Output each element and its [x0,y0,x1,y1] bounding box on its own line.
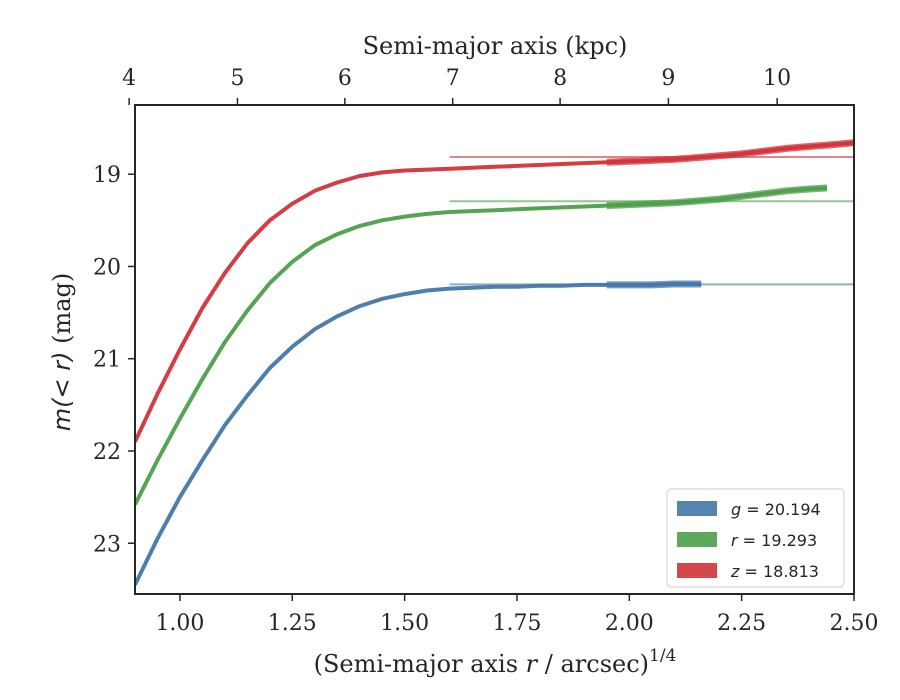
legend-label-r: r = 19.293 [731,531,817,550]
bottom-x-axis: 1.00 1.25 1.50 1.75 2.00 2.25 2.50 [155,594,878,636]
x-tick-label: 1.50 [380,611,429,636]
x-tick-label: 2.00 [605,611,654,636]
top-tick-label: 5 [230,66,244,91]
y-tick-label: 21 [93,348,121,373]
x-axis-title: (Semi-major axis r / arcsec)1/4 [314,646,677,678]
top-x-axis: 4 5 6 7 8 9 10 [122,66,791,105]
top-tick-label: 4 [122,66,136,91]
legend-swatch-r [677,532,717,547]
top-tick-label: 7 [446,66,460,91]
y-tick-label: 19 [93,163,121,188]
left-y-axis: 19 20 21 22 23 [93,163,135,557]
x-tick-label: 2.50 [830,611,879,636]
series-g-line [135,284,701,585]
series-r-band [607,188,827,206]
series-g-band [607,284,701,285]
series-z-line [135,143,854,442]
top-tick-label: 10 [763,66,791,91]
legend-label-g: g = 20.194 [731,500,821,519]
series-z-band [607,143,854,162]
legend-swatch-g [677,501,717,516]
y-tick-label: 20 [93,255,121,280]
top-tick-label: 6 [338,66,352,91]
y-axis-title: m(< r) (mag) [48,273,76,432]
asymptote-lines [450,157,854,284]
legend-swatch-z [677,563,717,578]
top-tick-label: 8 [553,66,567,91]
x-tick-label: 1.75 [492,611,541,636]
top-tick-label: 9 [661,66,675,91]
x-tick-label: 2.25 [717,611,766,636]
y-tick-label: 23 [93,532,121,557]
x-tick-label: 1.25 [268,611,317,636]
legend: g = 20.194 r = 19.293 z = 18.813 [667,489,844,587]
legend-label-z: z = 18.813 [730,562,819,581]
chart: Semi-major axis (kpc) 1.00 1.25 1.50 1.75 2.… [0,0,900,700]
y-tick-label: 22 [93,440,121,465]
top-axis-title: Semi-major axis (kpc) [363,32,628,60]
x-tick-label: 1.00 [155,611,204,636]
series-r-line [135,188,827,505]
